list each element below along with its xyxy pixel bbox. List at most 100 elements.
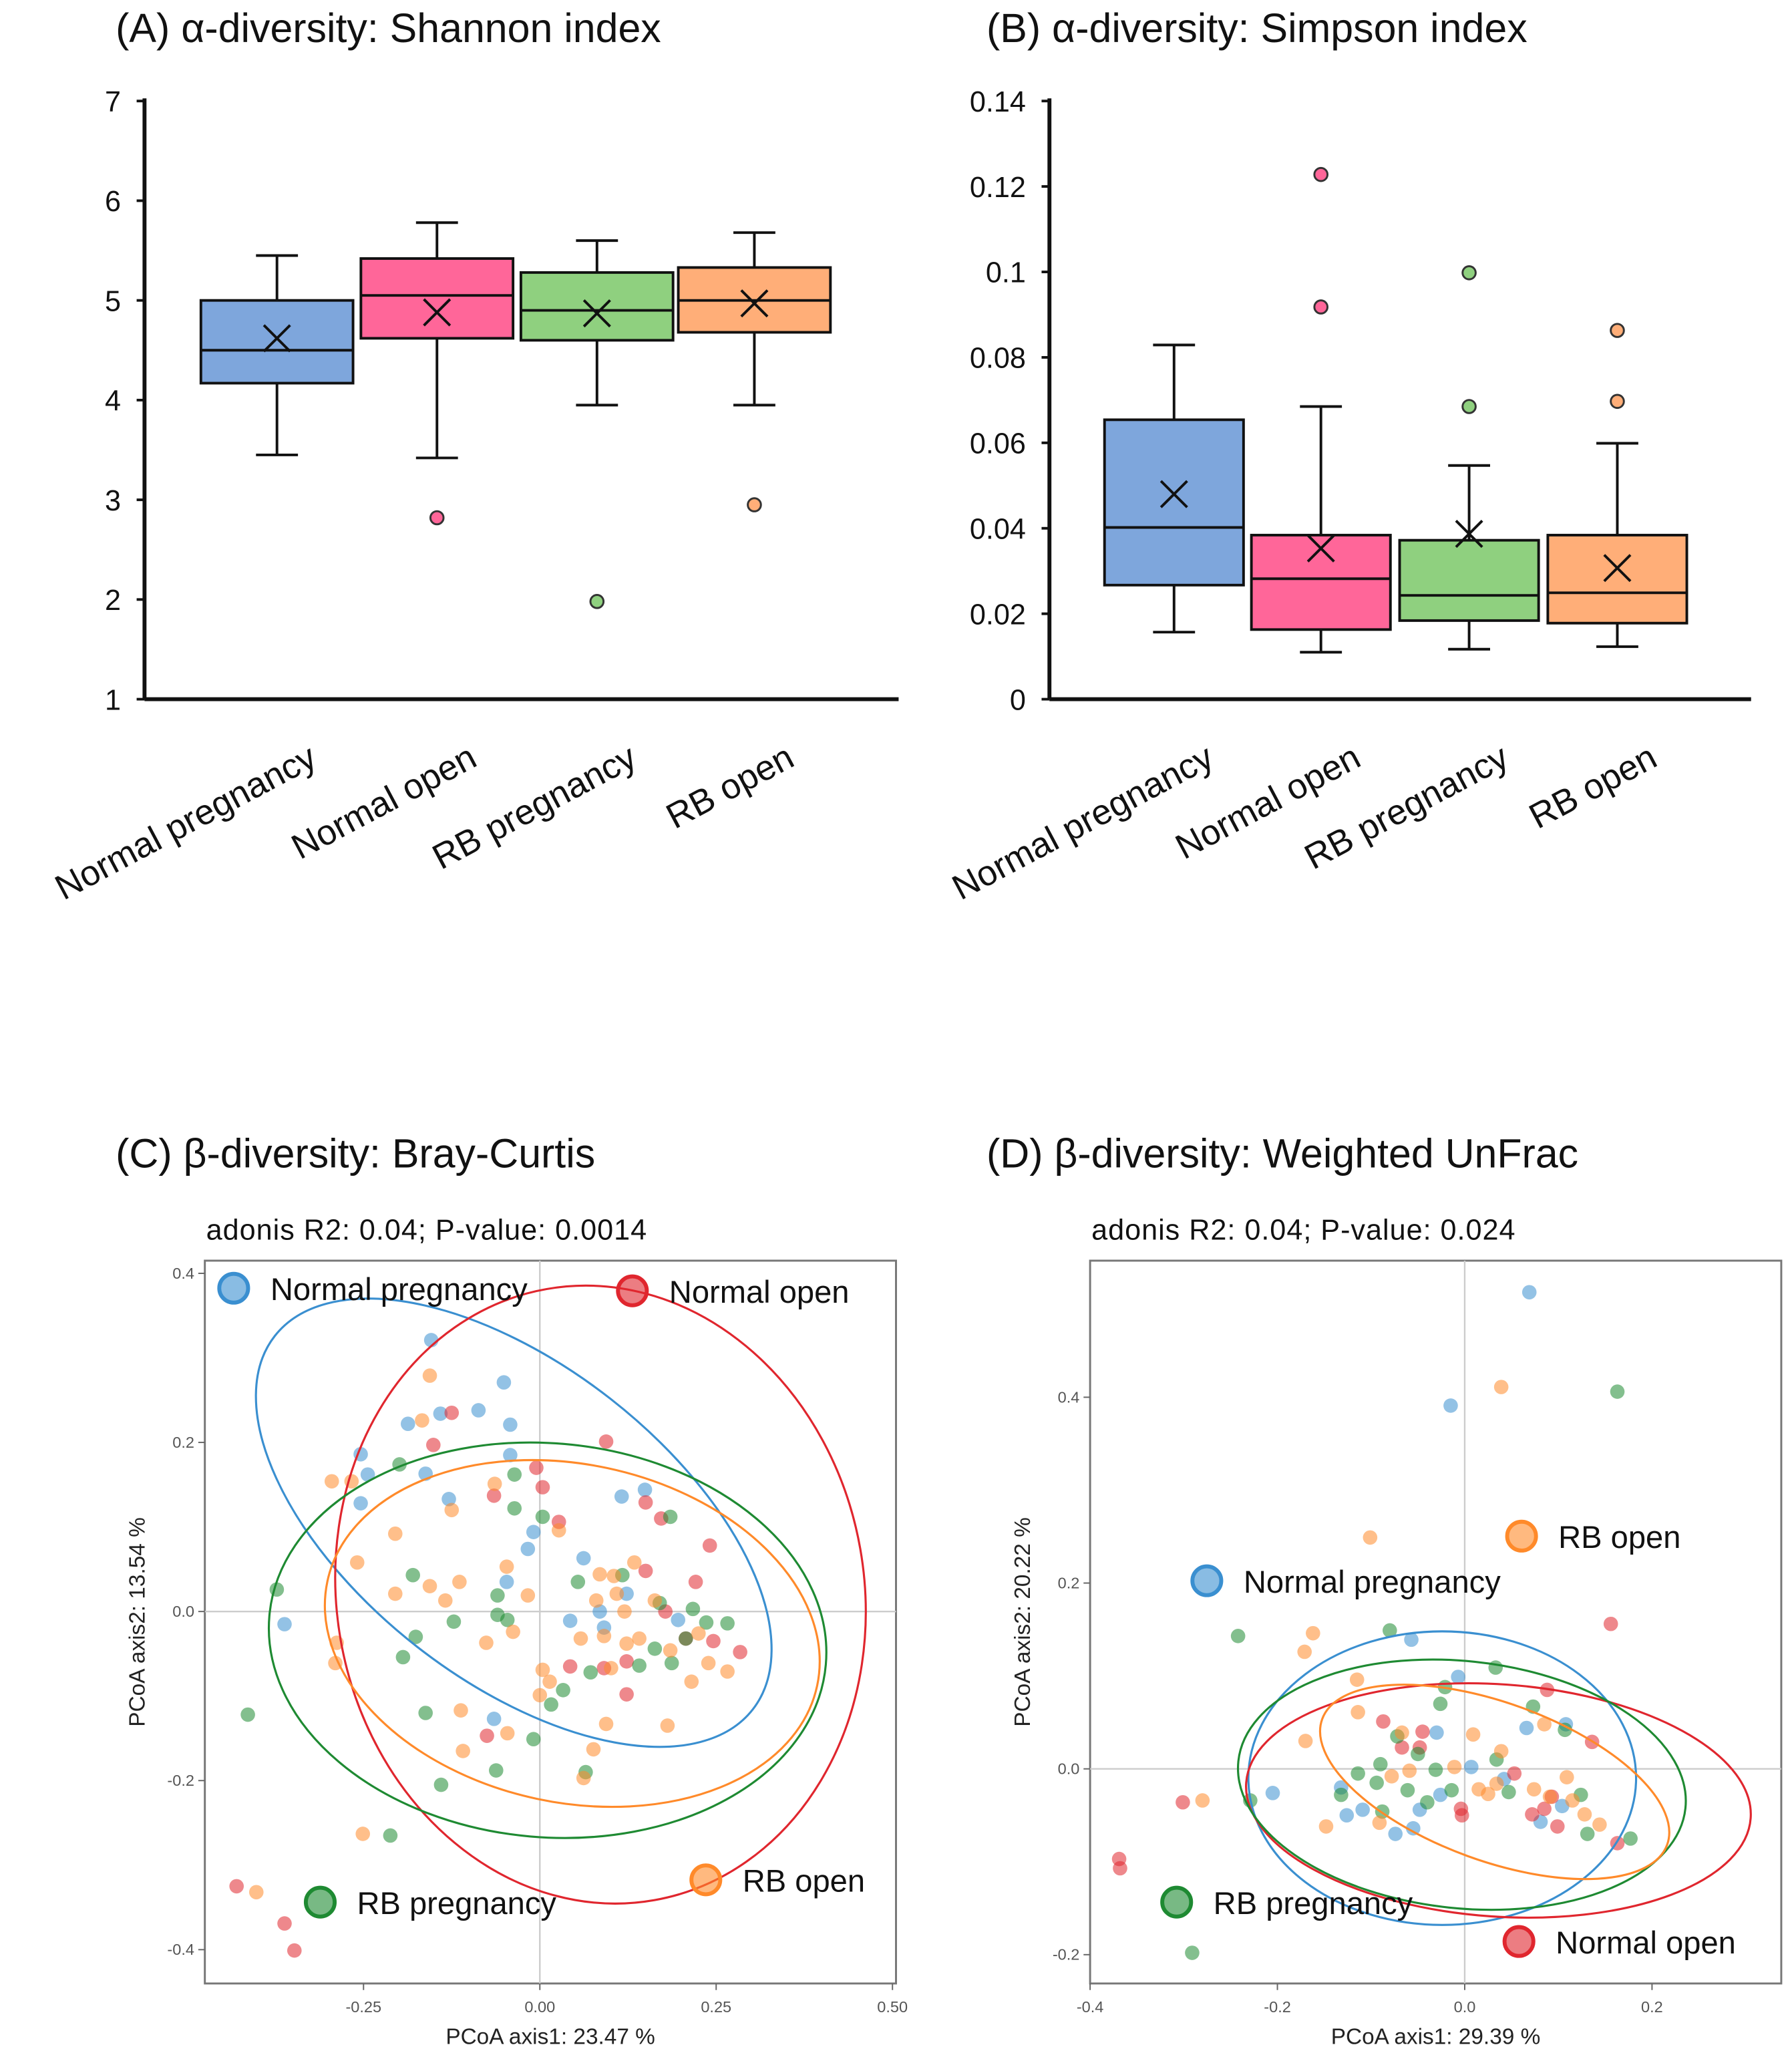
data-point bbox=[418, 1706, 433, 1720]
data-point bbox=[688, 1575, 703, 1589]
data-point bbox=[487, 1476, 502, 1491]
data-point bbox=[664, 1655, 679, 1671]
data-point bbox=[562, 1613, 578, 1628]
data-point bbox=[1404, 1632, 1419, 1647]
category-label: Normal pregnancy bbox=[946, 737, 1220, 908]
data-point bbox=[1297, 1644, 1312, 1660]
chart-title: (D) β-diversity: Weighted UnFrac bbox=[987, 1131, 1578, 1176]
iqr-box bbox=[1546, 534, 1688, 625]
data-point bbox=[446, 1614, 462, 1629]
legend-label: RB pregnancy bbox=[357, 1885, 556, 1921]
data-point bbox=[1493, 1380, 1509, 1394]
data-point bbox=[1395, 1740, 1409, 1755]
data-point bbox=[529, 1460, 544, 1475]
data-point bbox=[1298, 1734, 1313, 1748]
data-point bbox=[1489, 1776, 1504, 1791]
legend-item: RB open bbox=[1505, 1519, 1680, 1555]
data-point bbox=[401, 1416, 415, 1432]
data-point bbox=[685, 1601, 701, 1617]
box-rb-open bbox=[1546, 323, 1688, 648]
outlier-point bbox=[1610, 323, 1625, 338]
data-point bbox=[353, 1496, 368, 1511]
data-point bbox=[535, 1662, 550, 1678]
data-point bbox=[1537, 1801, 1552, 1817]
confidence-ellipse bbox=[254, 1297, 773, 1748]
data-point bbox=[1444, 1782, 1459, 1798]
data-point bbox=[1542, 1789, 1558, 1804]
chart-subtitle: adonis R2: 0.04; P-value: 0.0014 bbox=[206, 1215, 647, 1247]
data-point bbox=[452, 1575, 467, 1589]
x-axis-label: PCoA axis1: 29.39 % bbox=[1331, 2024, 1541, 2049]
data-point bbox=[1265, 1786, 1280, 1800]
x-tick-label: 0.0 bbox=[1454, 1998, 1476, 2016]
legend-item: Normal pregnancy bbox=[1190, 1564, 1501, 1599]
data-point bbox=[507, 1501, 522, 1516]
data-point bbox=[1560, 1770, 1574, 1785]
data-point bbox=[422, 1368, 437, 1383]
data-point bbox=[526, 1525, 541, 1539]
data-point bbox=[441, 1492, 456, 1507]
iqr-box bbox=[1250, 534, 1392, 631]
x-tick-label: -0.2 bbox=[1264, 1998, 1291, 2016]
legend-marker bbox=[689, 1863, 723, 1897]
mean-marker bbox=[740, 289, 769, 318]
data-point bbox=[496, 1375, 512, 1390]
iqr-box bbox=[1103, 418, 1245, 587]
data-point bbox=[1501, 1784, 1516, 1800]
outlier-point bbox=[1610, 393, 1625, 410]
data-point bbox=[614, 1489, 629, 1504]
data-point bbox=[647, 1593, 663, 1608]
y-tick-label: 0.1 bbox=[986, 257, 1026, 289]
data-point bbox=[1372, 1815, 1387, 1831]
y-tick-label: 0 bbox=[1010, 684, 1026, 716]
data-point bbox=[1306, 1625, 1320, 1641]
data-point bbox=[542, 1674, 557, 1689]
data-point bbox=[551, 1523, 566, 1538]
confidence-ellipse bbox=[334, 1284, 867, 1905]
data-point bbox=[1463, 1760, 1479, 1774]
data-point bbox=[701, 1655, 716, 1671]
box-rb-pregnancy bbox=[519, 239, 675, 609]
data-point bbox=[1318, 1819, 1334, 1834]
data-point bbox=[702, 1538, 717, 1553]
chart-title: (A) α-diversity: Shannon index bbox=[116, 5, 661, 51]
data-point bbox=[1433, 1696, 1448, 1712]
data-point bbox=[387, 1586, 403, 1601]
y-tick-label: 1 bbox=[105, 684, 121, 716]
data-point bbox=[1610, 1384, 1625, 1399]
data-point bbox=[598, 1716, 614, 1732]
legend-item: Normal open bbox=[1502, 1925, 1736, 1960]
data-point bbox=[1481, 1786, 1495, 1802]
data-point bbox=[619, 1687, 634, 1702]
data-point bbox=[277, 1617, 292, 1631]
legend-marker bbox=[1160, 1885, 1194, 1919]
data-point bbox=[1447, 1760, 1462, 1774]
data-point bbox=[500, 1726, 515, 1741]
data-point bbox=[328, 1655, 343, 1671]
data-point bbox=[1526, 1782, 1542, 1797]
data-point bbox=[1465, 1727, 1481, 1742]
y-tick-label: 0.2 bbox=[172, 1434, 194, 1451]
data-point bbox=[248, 1885, 264, 1900]
y-tick-label: 0.14 bbox=[970, 86, 1026, 118]
y-tick-label: 2 bbox=[105, 585, 121, 617]
data-point bbox=[1537, 1717, 1552, 1732]
data-point bbox=[503, 1417, 518, 1432]
data-point bbox=[433, 1777, 449, 1792]
data-point bbox=[1519, 1720, 1534, 1736]
scatter-chart-D: (D) β-diversity: Weighted UnFrac adonis R… bbox=[987, 1131, 1783, 2049]
data-point bbox=[1339, 1808, 1355, 1823]
legend-item: RB pregnancy bbox=[1160, 1885, 1413, 1921]
y-tick-label: 0.04 bbox=[970, 513, 1026, 545]
data-point bbox=[229, 1879, 244, 1894]
data-point bbox=[532, 1688, 548, 1703]
legend-marker bbox=[616, 1274, 649, 1307]
data-point bbox=[1384, 1769, 1399, 1784]
data-point bbox=[405, 1567, 420, 1583]
scatter-chart-C: (C) β-diversity: Bray-Curtis adonis R2: 0… bbox=[116, 1131, 908, 2050]
data-point bbox=[1351, 1705, 1365, 1720]
y-tick-label: 0.0 bbox=[1058, 1760, 1080, 1778]
y-tick-label: 0.4 bbox=[1058, 1388, 1080, 1406]
data-point bbox=[349, 1555, 365, 1570]
data-point bbox=[733, 1645, 747, 1660]
